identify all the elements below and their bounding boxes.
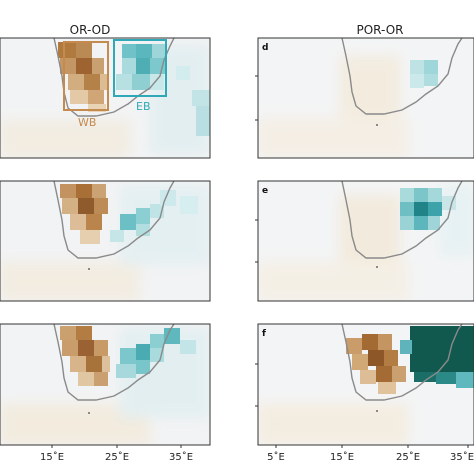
panel-f-coastline <box>341 324 463 401</box>
xtick-label: 25˚E <box>396 451 420 463</box>
panel-b-coastline <box>53 181 175 259</box>
right-xtick-labels: 5˚E 15˚E 25˚E 35˚E <box>267 451 474 463</box>
panel-f: f <box>258 324 474 445</box>
panel-f-east-dipole <box>400 326 474 388</box>
panel-d-island <box>376 124 378 126</box>
panel-c-east-dipole <box>116 328 196 378</box>
panel-c-west-dipole <box>60 326 110 386</box>
wb-box-label: WB <box>78 116 96 129</box>
xtick-label: 35˚E <box>169 451 193 463</box>
panel-b <box>0 181 210 301</box>
xtick-label: 15˚E <box>40 451 64 463</box>
panel-e-coastline <box>341 181 463 259</box>
panel-e: e <box>258 181 474 301</box>
wb-box <box>63 41 109 111</box>
panel-b-west-dipole <box>60 184 108 244</box>
panel-f-faint-field <box>258 404 408 445</box>
panel-e-letter: e <box>262 186 268 196</box>
xtick-label: 35˚E <box>450 451 474 463</box>
panel-e-island <box>376 266 378 268</box>
panel-f-letter: f <box>262 329 266 339</box>
eb-box <box>113 39 167 97</box>
panel-c-coastline <box>53 324 175 401</box>
eb-box-label: EB <box>136 100 151 113</box>
panel-d-east-dipole <box>410 60 438 88</box>
panel-a-coastline <box>53 38 175 117</box>
panel-a-east-dipole <box>116 44 210 136</box>
panel-f-west-dipole <box>346 334 406 394</box>
panel-c-island <box>88 412 90 414</box>
xtick-label: 25˚E <box>105 451 129 463</box>
panel-d-letter: d <box>262 43 268 53</box>
xtick-label: 15˚E <box>330 451 354 463</box>
left-xtick-labels: 15˚E 25˚E 35˚E <box>40 451 193 463</box>
panel-e-frame <box>257 180 474 302</box>
panel-f-frame <box>257 323 474 446</box>
panel-c <box>0 324 210 445</box>
panel-b-frame <box>0 180 211 302</box>
panel-a: WB EB <box>0 38 210 158</box>
axis-ticks <box>51 75 469 448</box>
panel-b-east-dipole <box>110 190 198 242</box>
panel-a-frame <box>0 37 211 159</box>
panel-d-coastline <box>341 38 463 115</box>
panel-f-island <box>376 410 378 412</box>
panel-e-east-dipole <box>400 188 456 230</box>
panel-d-frame <box>257 37 474 159</box>
panel-b-island <box>88 268 90 270</box>
panel-d: d <box>258 38 474 158</box>
left-column-title: OR-OD <box>70 23 111 37</box>
right-column-title: POR-OR <box>357 23 404 37</box>
xtick-label: 5˚E <box>267 451 285 463</box>
panel-c-frame <box>0 323 211 446</box>
